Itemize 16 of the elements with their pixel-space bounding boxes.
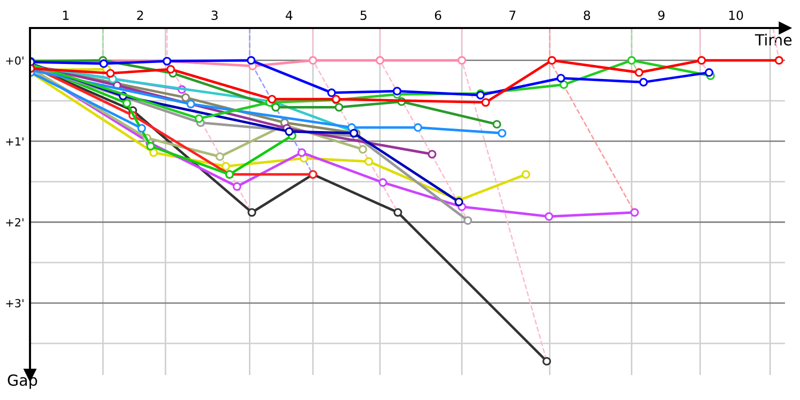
x-tick-label: 8	[584, 10, 590, 20]
y-tick-label: +1'	[6, 137, 24, 146]
y-tick-label: +0'	[6, 56, 24, 65]
x-axis-title: Time	[754, 34, 792, 46]
x-tick-label: 9	[658, 10, 664, 20]
x-tick-label: 10	[729, 10, 743, 20]
x-tick-label: 2	[137, 10, 143, 20]
y-tick-label: +2'	[6, 218, 24, 226]
x-tick-label: 3	[212, 10, 218, 20]
x-tick-label: 6	[434, 10, 442, 20]
x-tick-label: 1	[63, 10, 69, 20]
y-tick-label: +3'	[6, 298, 24, 308]
y-axis-title: Gap	[8, 374, 38, 389]
x-tick-label: 5	[360, 10, 366, 20]
x-tick-label: 7	[510, 10, 516, 20]
x-tick-label: 4	[286, 10, 292, 20]
